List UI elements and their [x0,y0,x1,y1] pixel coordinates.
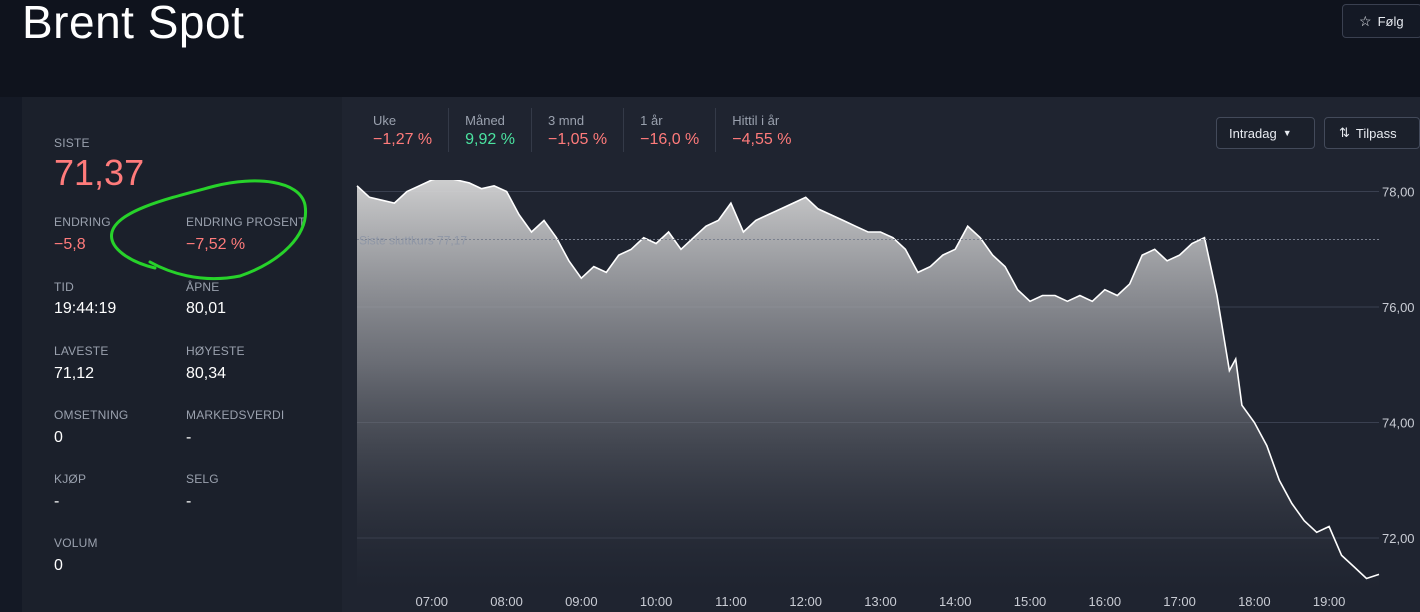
period-value: −4,55 % [732,131,792,148]
y-tick-label: 76,00 [1382,300,1415,315]
adjust-label: Tilpass [1355,125,1397,141]
price-chart[interactable]: Siste sluttkurs 77,17 72,00 74,00 76,00 78,… [342,180,1420,612]
turnover-label: OMSETNING [54,408,129,422]
period-month: Måned 9,92 % [449,108,532,152]
period-value: −1,05 % [547,131,608,148]
change-value: −5,8 [54,236,86,253]
low-label: LAVESTE [54,344,109,358]
period-label: Måned [465,113,505,128]
sell-label: SELG [186,472,219,486]
reference-label: Siste sluttkurs 77,17 [359,233,467,247]
market-cap-value: - [186,429,192,446]
sell-value: - [186,493,192,510]
adjust-button[interactable]: ⇅ Tilpass [1324,117,1420,149]
last-label: SISTE [54,136,90,150]
high-label: HØYESTE [186,344,245,358]
x-tick-label: 19:00 [1313,594,1346,609]
period-value: −16,0 % [640,131,700,148]
volume-value: 0 [54,557,63,574]
follow-button-label: Følg [1377,13,1404,29]
y-axis: 72,00 74,00 76,00 78,00 [1382,185,1415,546]
market-cap-label: MARKEDSVERDI [186,408,285,422]
change-label: ENDRING [54,215,111,229]
price-area [357,180,1379,590]
price-line [356,180,1380,580]
x-tick-label: 13:00 [864,594,897,609]
time-label: TID [54,280,74,294]
x-tick-label: 12:00 [789,594,822,609]
period-returns: Uke −1,27 % Måned 9,92 % 3 mnd −1,05 % 1… [357,108,807,156]
x-axis: 07:00 08:00 09:00 10:00 11:00 12:00 13:00 14:00… [416,594,1346,609]
intraday-label: Intradag [1229,125,1277,141]
follow-button[interactable]: ☆ Følg [1342,4,1420,38]
header: Brent Spot ☆ Følg [0,0,1420,97]
buy-label: KJØP [54,472,87,486]
low-value: 71,12 [54,365,95,382]
x-tick-label: 08:00 [490,594,523,609]
period-label: Hittil i år [732,113,780,128]
period-value: −1,27 % [373,131,433,148]
x-tick-label: 16:00 [1089,594,1122,609]
x-tick-label: 15:00 [1014,594,1047,609]
volume-label: VOLUM [54,536,98,550]
open-value: 80,01 [186,300,227,317]
high-value: 80,34 [186,365,227,382]
intraday-dropdown[interactable]: Intradag ▼ [1216,117,1315,149]
x-tick-label: 10:00 [640,594,673,609]
star-icon: ☆ [1359,12,1372,29]
x-tick-label: 14:00 [939,594,972,609]
last-value: 71,37 [54,152,145,193]
period-ytd: Hittil i år −4,55 % [716,108,807,152]
sliders-icon: ⇅ [1339,125,1350,140]
change-pct-label: ENDRING PROSENT [186,215,306,229]
y-tick-label: 72,00 [1382,531,1415,546]
x-tick-label: 11:00 [715,594,747,609]
period-label: 3 mnd [547,113,585,128]
reference-line: Siste sluttkurs 77,17 [357,233,1379,247]
open-label: ÅPNE [186,280,220,294]
x-tick-label: 17:00 [1163,594,1196,609]
buy-value: - [54,493,60,510]
period-label: 1 år [640,113,663,128]
period-value: 9,92 % [465,131,515,148]
period-1y: 1 år −16,0 % [624,108,717,152]
change-pct-value: −7,52 % [186,236,246,253]
x-tick-label: 09:00 [565,594,598,609]
period-week: Uke −1,27 % [357,108,450,152]
time-value: 19:44:19 [54,300,117,317]
period-label: Uke [373,113,397,128]
left-gutter [0,97,22,612]
y-tick-label: 74,00 [1382,416,1415,431]
chart-area-fill [356,180,1380,590]
page-title: Brent Spot [22,0,245,48]
caret-down-icon: ▼ [1282,128,1292,138]
y-tick-label: 78,00 [1382,185,1415,200]
x-tick-label: 18:00 [1238,594,1271,609]
turnover-value: 0 [54,429,63,446]
x-tick-label: 07:00 [416,594,449,609]
period-3m: 3 mnd −1,05 % [532,108,625,152]
